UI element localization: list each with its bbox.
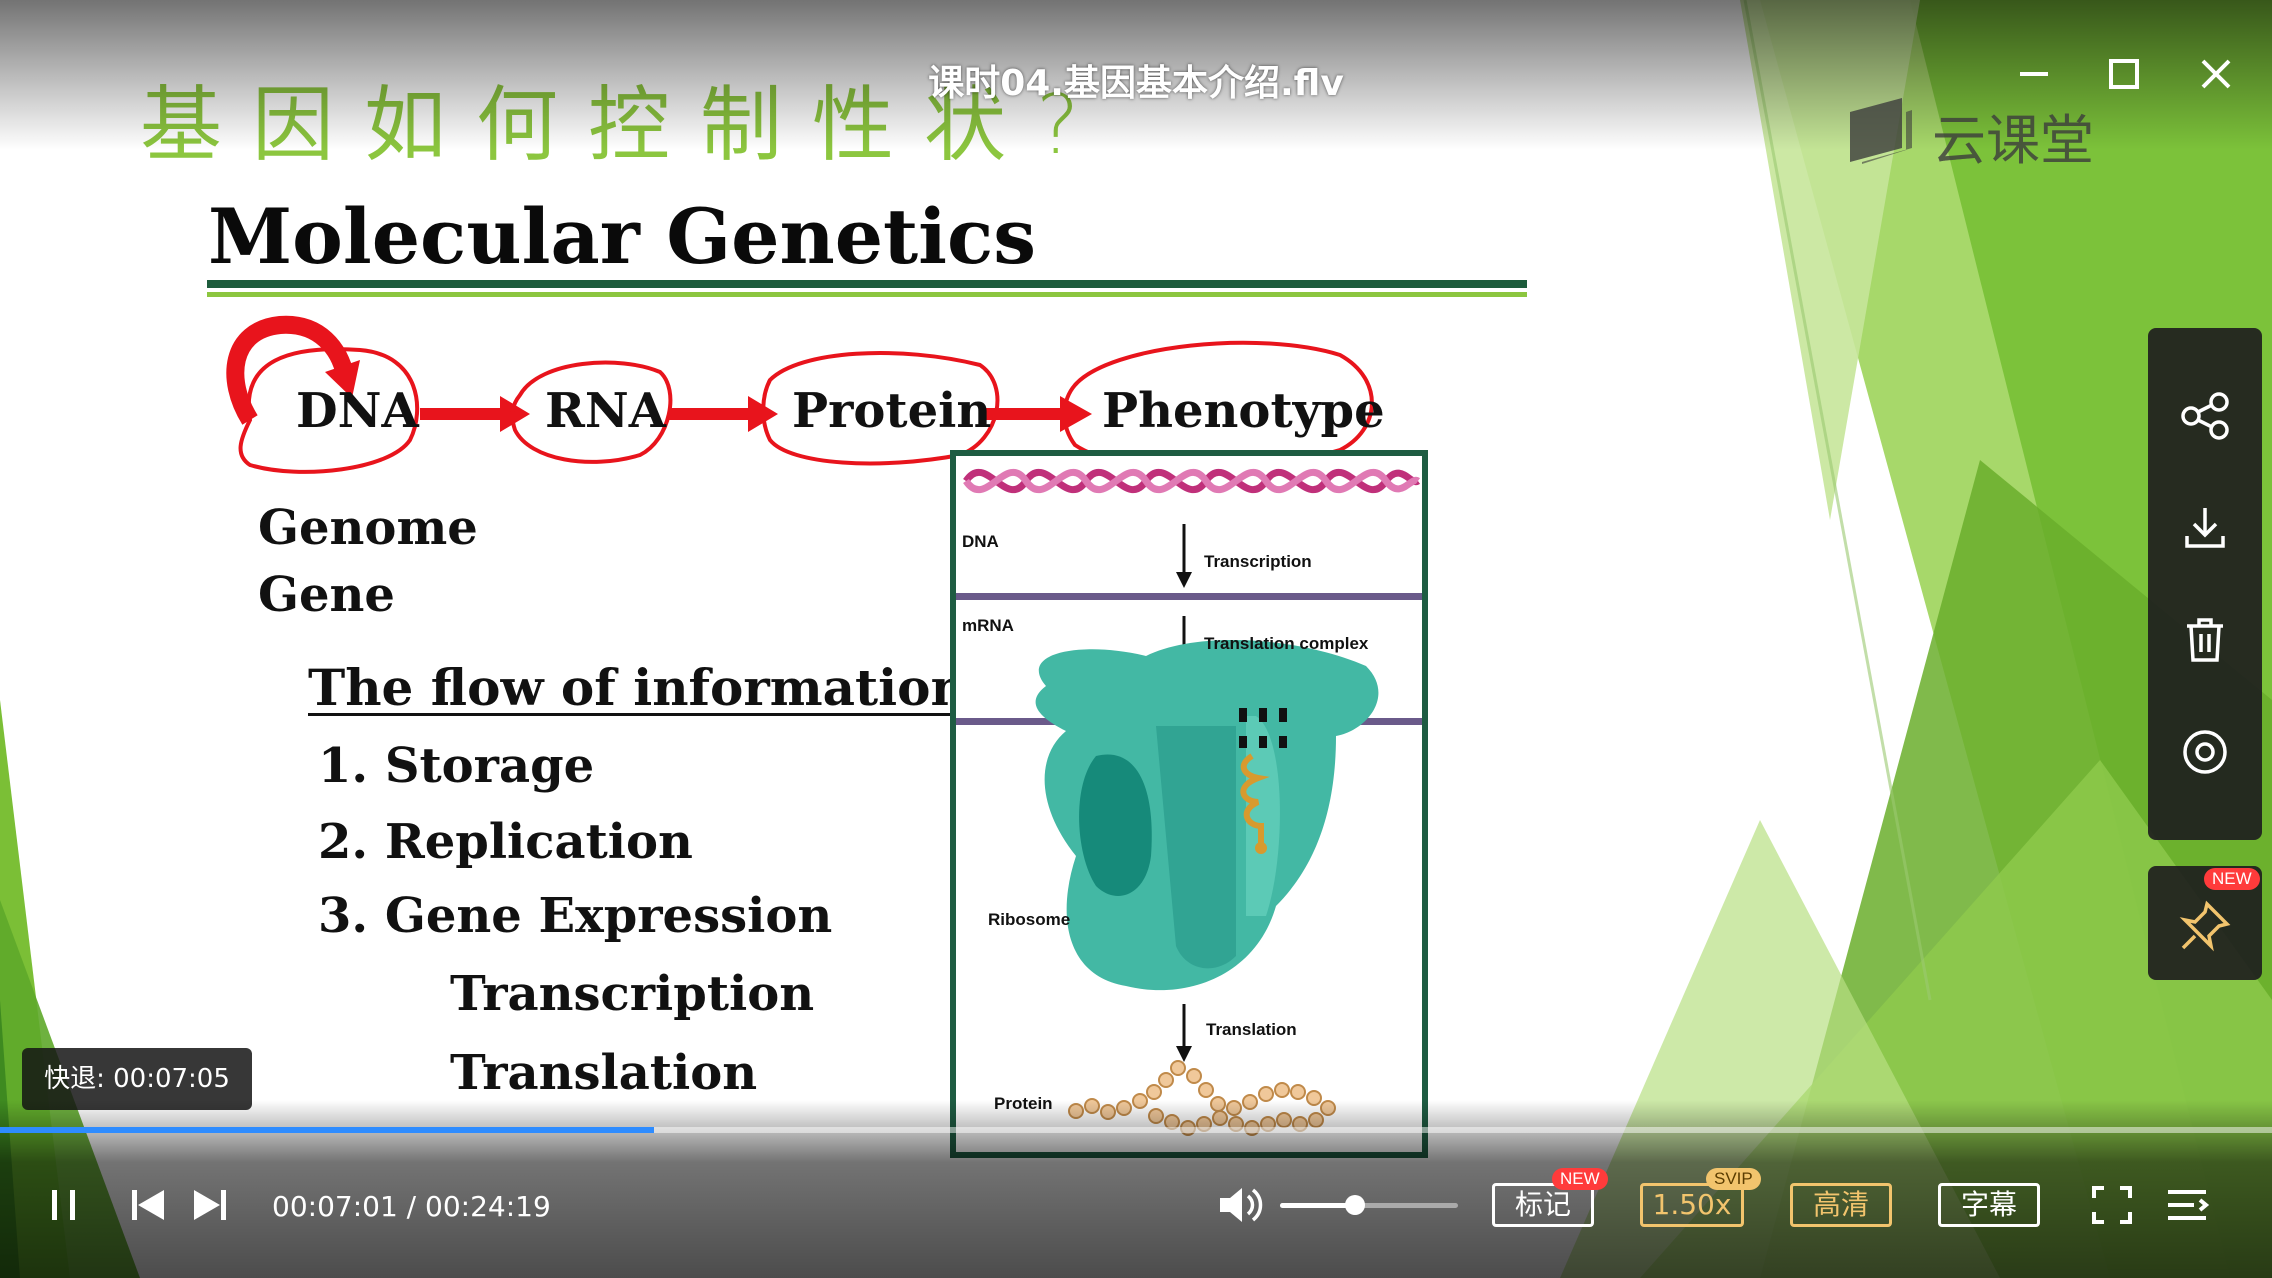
close-icon <box>2201 59 2231 89</box>
pause-icon <box>52 1190 75 1220</box>
playlist-button[interactable] <box>2160 1180 2216 1230</box>
heading-rule-dark <box>207 280 1527 288</box>
pin-new-badge: NEW <box>2204 868 2260 890</box>
pin-button[interactable] <box>2177 898 2233 954</box>
fullscreen-button[interactable] <box>2084 1180 2140 1230</box>
playlist-icon <box>2168 1190 2210 1220</box>
pin-icon <box>2179 900 2231 952</box>
sub-item-translation: Translation <box>450 1045 758 1101</box>
flow-term-rna: RNA <box>545 383 667 439</box>
diagram-label-translation-complex: Translation complex <box>1204 634 1369 653</box>
list-item-replication: 2. Replication <box>318 814 693 870</box>
close-button[interactable] <box>2188 46 2244 102</box>
term-genome: Genome <box>258 500 478 556</box>
maximize-icon <box>2109 59 2139 89</box>
flow-heading: The flow of information: <box>308 658 986 717</box>
ribosome-shape <box>1035 639 1379 991</box>
volume-button[interactable] <box>1212 1180 1268 1230</box>
video-file-title: 课时04.基因基本介绍.flv <box>928 63 1344 104</box>
time-display: 00:07:01 / 00:24:19 <box>272 1190 551 1223</box>
list-item-gene-expression: 3. Gene Expression <box>318 888 833 944</box>
dna-helix <box>963 469 1421 493</box>
minimize-icon <box>2020 72 2048 76</box>
gene-expression-diagram: DNA Transcription mRNA Translation compl… <box>950 450 1428 1158</box>
settings-button[interactable] <box>2177 724 2233 780</box>
dna-replication-arrow <box>226 315 354 425</box>
diagram-label-mrna: mRNA <box>962 616 1014 635</box>
heading-rule-light <box>207 292 1527 297</box>
volume-knob[interactable] <box>1344 1195 1365 1215</box>
share-button[interactable] <box>2177 388 2233 444</box>
diagram-label-dna: DNA <box>962 532 999 551</box>
speed-svip-badge: SVIP <box>1706 1168 1761 1190</box>
previous-button[interactable] <box>120 1180 176 1230</box>
flow-term-dna: DNA <box>296 383 419 439</box>
mark-button[interactable]: 标记 <box>1492 1183 1594 1227</box>
current-time: 00:07:01 <box>272 1190 398 1223</box>
diagram-label-translation: Translation <box>1206 1020 1297 1039</box>
list-item-storage: 1. Storage <box>318 738 595 794</box>
brand-name: 云课堂 <box>1932 109 2094 172</box>
skip-back-icon <box>132 1190 164 1220</box>
brand-logo: 云课堂 <box>1842 92 2106 172</box>
volume-fill <box>1280 1203 1355 1208</box>
diagram-label-transcription: Transcription <box>1204 552 1312 571</box>
term-gene: Gene <box>258 567 395 623</box>
flow-term-phenotype: Phenotype <box>1102 383 1385 439</box>
trash-icon <box>2187 618 2223 662</box>
delete-button[interactable] <box>2177 612 2233 668</box>
quality-button[interactable]: 高清 <box>1790 1183 1892 1227</box>
progress-fill <box>0 1127 655 1133</box>
skip-forward-icon <box>194 1190 226 1220</box>
volume-slider[interactable] <box>1280 1195 1458 1215</box>
subtitle-button[interactable]: 字幕 <box>1938 1183 2040 1227</box>
seek-toast: 快退: 00:07:05 <box>22 1048 252 1110</box>
share-icon <box>2181 392 2229 440</box>
settings-icon <box>2183 730 2227 774</box>
diagram-illustration <box>956 469 1422 1136</box>
download-button[interactable] <box>2177 500 2233 556</box>
pause-button[interactable] <box>36 1180 92 1230</box>
brand-book-icon <box>1850 98 1912 164</box>
speed-button[interactable]: 1.50x <box>1640 1183 1744 1227</box>
total-duration: 00:24:19 <box>425 1190 551 1223</box>
pin-panel: NEW <box>2148 866 2262 980</box>
minimize-button[interactable] <box>2006 46 2062 102</box>
time-separator: / <box>406 1190 417 1223</box>
progress-bar[interactable] <box>0 1127 2272 1133</box>
fullscreen-icon <box>2092 1186 2132 1224</box>
next-button[interactable] <box>182 1180 238 1230</box>
download-icon <box>2185 508 2225 548</box>
trna-marks <box>1239 708 1287 748</box>
volume-icon <box>1220 1188 1263 1222</box>
maximize-button[interactable] <box>2096 46 2152 102</box>
mark-new-badge: NEW <box>1552 1168 1608 1190</box>
sub-item-transcription: Transcription <box>450 966 815 1022</box>
slide-heading: Molecular Genetics <box>208 192 1037 281</box>
flow-term-protein: Protein <box>792 383 992 439</box>
diagram-label-ribosome: Ribosome <box>988 910 1071 929</box>
side-tool-panel <box>2148 328 2262 840</box>
